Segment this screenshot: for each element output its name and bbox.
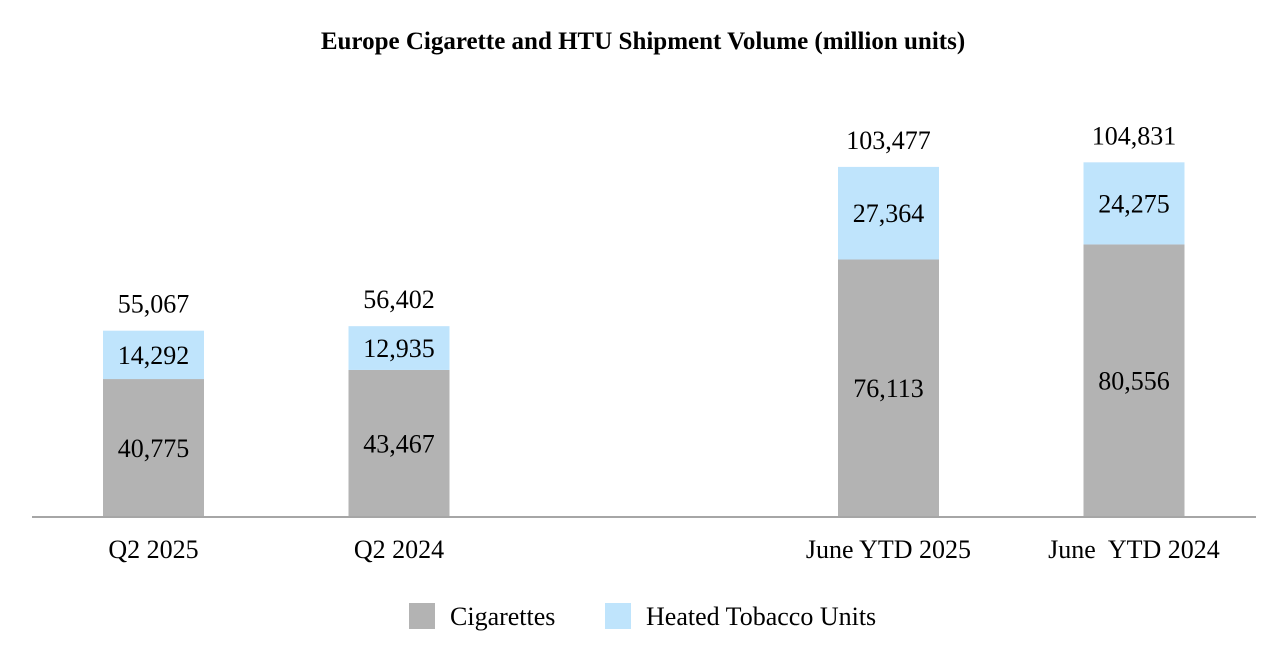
bar-cigarettes-q2-2025: [103, 379, 204, 517]
legend: Cigarettes Heated Tobacco Units: [409, 602, 876, 631]
bar-cigarettes-june-ytd-2025: [838, 259, 939, 517]
bar-cigarettes-june-ytd-2024: [1083, 244, 1185, 517]
legend-label-cigarettes: Cigarettes: [450, 602, 555, 631]
data-label-cigarettes-q2-2025: 40,775: [118, 434, 190, 463]
x-tick-label-june-ytd-2024: June YTD 2024: [1048, 535, 1220, 564]
total-label-june-ytd-2024: 104,831: [1092, 121, 1177, 150]
chart-title: Europe Cigarette and HTU Shipment Volume…: [321, 28, 965, 55]
data-label-cigarettes-june-ytd-2025: 76,113: [853, 374, 924, 403]
x-tick-label-q2-2025: Q2 2025: [108, 535, 198, 564]
x-tick-label-june-ytd-2025: June YTD 2025: [806, 535, 971, 564]
bar-heated-tobacco-units-q2-2024: [348, 326, 450, 370]
legend-label-heated-tobacco-units: Heated Tobacco Units: [646, 602, 876, 631]
legend-swatch-heated-tobacco-units: [605, 603, 631, 629]
x-axis-tick-labels: Q2 2025 Q2 2024 June YTD 2025 June YTD 2024: [108, 535, 1219, 564]
data-label-heated-tobacco-units-june-ytd-2024: 24,275: [1098, 189, 1170, 218]
total-label-june-ytd-2025: 103,477: [846, 126, 931, 155]
legend-swatch-cigarettes: [409, 603, 435, 629]
data-label-cigarettes-q2-2024: 43,467: [363, 429, 435, 458]
bar-heated-tobacco-units-q2-2025: [103, 330, 204, 380]
total-label-q2-2025: 55,067: [118, 290, 190, 319]
bar-cigarettes-q2-2024: [348, 369, 450, 517]
plot-area: 40,775 14,292 55,067 43,467 12,935 56,402 76,1…: [103, 121, 1185, 517]
data-label-cigarettes-june-ytd-2024: 80,556: [1098, 367, 1170, 396]
x-tick-label-q2-2024: Q2 2024: [354, 535, 444, 564]
data-label-heated-tobacco-units-q2-2024: 12,935: [363, 334, 435, 363]
bar-heated-tobacco-units-june-ytd-2025: [838, 166, 939, 260]
data-label-heated-tobacco-units-june-ytd-2025: 27,364: [853, 199, 925, 228]
total-label-q2-2024: 56,402: [363, 285, 435, 314]
bar-heated-tobacco-units-june-ytd-2024: [1083, 162, 1185, 245]
data-label-heated-tobacco-units-q2-2025: 14,292: [118, 341, 190, 370]
